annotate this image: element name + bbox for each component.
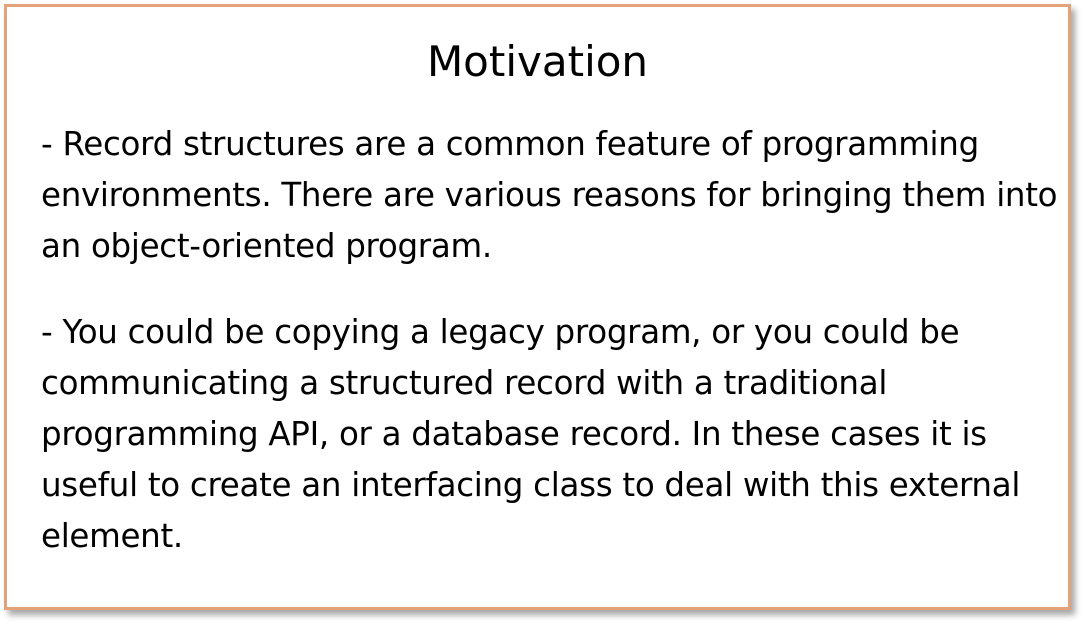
slide-frame: Motivation - Record structures are a com… <box>4 4 1071 610</box>
paragraph-record-structures: - Record structures are a common feature… <box>41 125 1058 265</box>
slide-body: - Record structures are a common feature… <box>41 119 1061 597</box>
paragraph-legacy-program: - You could be copying a legacy program,… <box>41 313 1021 555</box>
slide-title: Motivation <box>426 37 649 86</box>
